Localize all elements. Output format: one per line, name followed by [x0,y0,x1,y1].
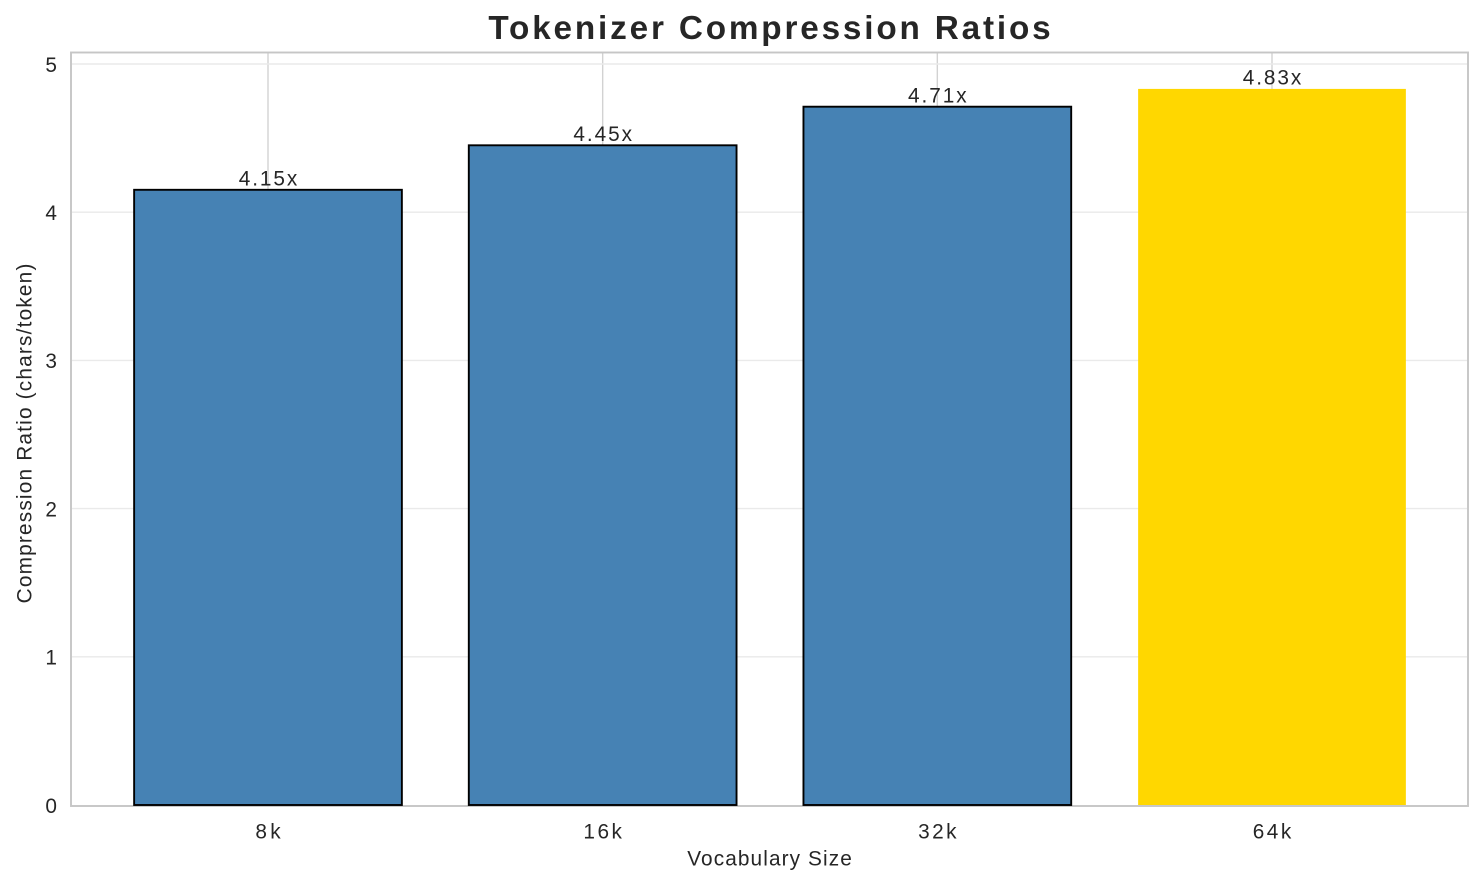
svg-text:5: 5 [45,54,57,77]
svg-text:3: 3 [45,350,57,373]
svg-text:Tokenizer Compression Ratios: Tokenizer Compression Ratios [488,10,1050,47]
svg-text:4: 4 [45,202,57,225]
svg-text:Vocabulary Size: Vocabulary Size [687,848,852,871]
svg-text:Compression Ratio (chars/token: Compression Ratio (chars/token) [14,264,37,604]
svg-text:64k: 64k [1253,820,1292,843]
svg-text:1: 1 [45,647,57,670]
svg-text:4.15x: 4.15x [239,168,298,191]
svg-text:32k: 32k [918,820,957,843]
svg-text:4.45x: 4.45x [573,123,632,146]
svg-text:0: 0 [45,795,57,818]
svg-text:4.83x: 4.83x [1243,67,1302,90]
svg-text:16k: 16k [583,820,622,843]
svg-text:4.71x: 4.71x [908,85,967,108]
svg-text:2: 2 [45,498,57,521]
